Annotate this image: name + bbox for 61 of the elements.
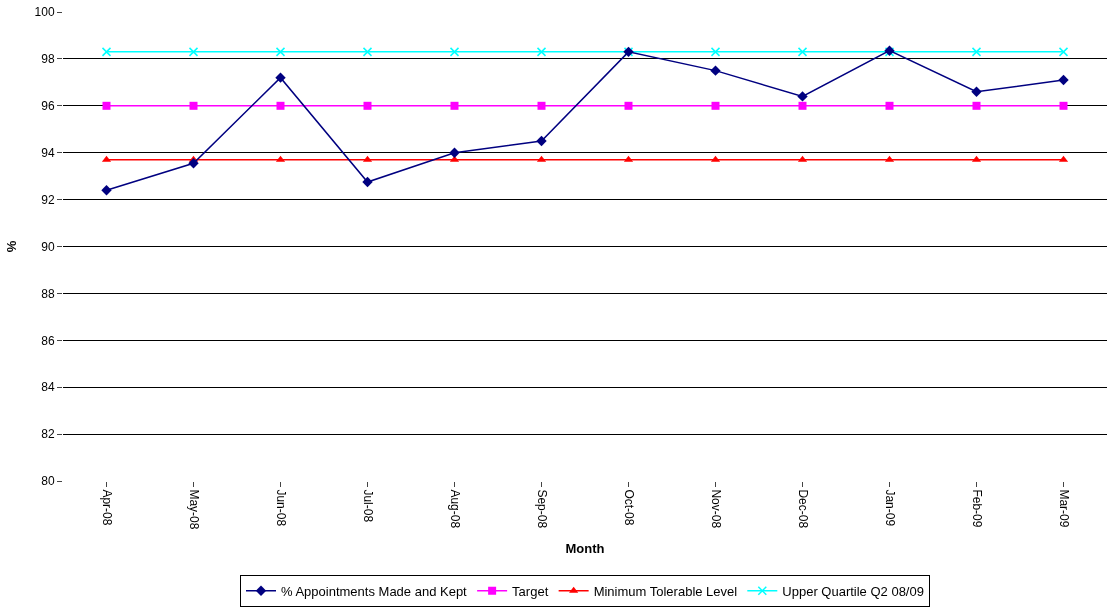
point [449,147,460,158]
point [971,86,982,97]
y-tick-label: 80 [41,474,55,489]
point [1058,74,1069,86]
x-tick-label: Mar-09 [1056,489,1071,528]
point [537,101,546,110]
point [363,101,372,110]
x-tick-label: Sep-08 [534,489,549,529]
point [275,47,286,57]
y-tick-label: 86 [41,333,55,348]
point [797,91,808,102]
point [1058,47,1069,57]
x-tick-label: Apr-08 [99,489,114,526]
x-tick-label: Jun-08 [273,489,288,527]
legend-label: Upper Quartile Q2 08/09 [782,583,924,599]
x-tick-label: Nov-08 [708,489,723,529]
y-tick-label: 100 [34,5,55,20]
point [797,47,808,57]
point [276,101,285,110]
x-axis-title: Month [565,541,605,557]
y-tick-label: 82 [41,427,55,442]
legend-label: Minimum Tolerable Level [593,583,738,599]
y-tick-label: 88 [41,286,55,301]
x-tick-label: Dec-08 [795,489,810,529]
x-tick-label: Feb-09 [969,489,984,528]
y-tick-label: 84 [41,380,55,395]
point [972,101,981,110]
point [710,65,721,76]
point [101,185,112,196]
point [101,47,112,57]
point [275,72,286,83]
point [885,101,894,110]
point [450,101,459,110]
y-axis-title: % [3,240,19,253]
point [1059,101,1068,110]
y-tick-label: 92 [41,192,55,207]
point [711,101,720,110]
point [798,101,807,110]
point [188,47,199,57]
point [189,101,198,110]
x-tick-label: Aug-08 [447,489,462,529]
x-tick-label: Jul-08 [360,489,375,523]
point [710,47,721,57]
point [536,135,547,147]
point [362,176,373,188]
legend-label: Target [512,583,549,599]
y-tick-label: 90 [41,239,55,254]
point [624,101,633,110]
x-tick-label: May-08 [186,489,201,530]
x-tick-label: Oct-08 [621,489,636,526]
x-tick-label: Jan-09 [882,489,897,527]
point [188,158,199,169]
point [971,47,982,57]
point [449,47,460,57]
point [536,47,547,57]
y-tick-label: 98 [41,52,55,67]
y-tick-label: 94 [41,145,55,160]
legend-label: % Appointments Made and Kept [281,583,468,599]
point [102,101,111,110]
point [362,47,373,57]
y-tick-label: 96 [41,99,55,113]
